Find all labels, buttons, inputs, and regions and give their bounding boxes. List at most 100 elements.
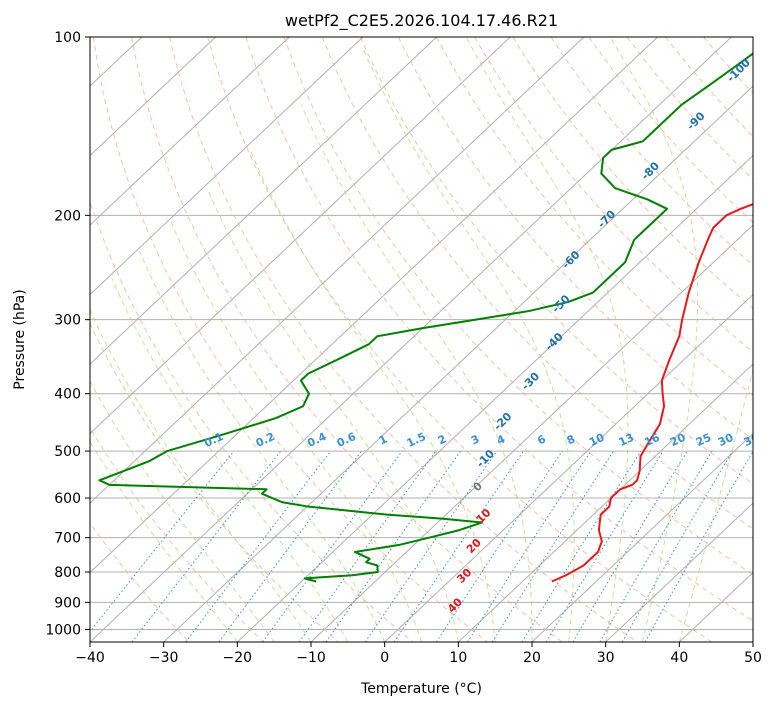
- mixing-ratio-line: [298, 450, 437, 642]
- dry-adiabat-label: -100: [724, 56, 753, 85]
- isotherm-gridline: [90, 37, 290, 226]
- dry-adiabat-label: -70: [595, 207, 618, 230]
- y-tick-label: 1000: [45, 622, 81, 638]
- mixing-ratio-line: [90, 450, 235, 633]
- mixing-ratio-label: 4: [495, 432, 508, 447]
- dry-adiabat: [359, 37, 753, 485]
- dry-adiabat: [90, 522, 190, 642]
- mixing-ratio-line: [599, 450, 713, 642]
- moist-adiabat: [170, 221, 422, 642]
- mixing-ratio-line: [621, 450, 733, 642]
- dry-adiabat: [90, 200, 414, 642]
- mixing-ratio-line: [262, 450, 403, 642]
- y-axis-label: Pressure (hPa): [12, 289, 28, 389]
- isotherm-gridline: [90, 37, 216, 157]
- isotherm-gridline: [531, 432, 753, 642]
- mixing-ratio-line: [325, 450, 462, 642]
- dry-adiabat: [436, 37, 753, 396]
- x-tick-label: 0: [380, 650, 389, 666]
- mixing-ratio-label: 1.5: [405, 430, 428, 450]
- y-tick-label: 400: [54, 387, 81, 403]
- dry-adiabat: [207, 37, 713, 642]
- dry-adiabat-label: 0: [470, 479, 485, 494]
- moist-adiabat: [249, 149, 496, 642]
- isotherm-gridline: [90, 37, 658, 574]
- x-tick-label: 40: [670, 650, 688, 666]
- isotherm-gridline: [605, 502, 753, 642]
- moist-adiabat: [609, 37, 699, 642]
- mixing-ratio-label: 6: [535, 432, 548, 447]
- dry-adiabat: [90, 322, 339, 642]
- mixing-ratio-line: [491, 450, 615, 642]
- isotherm-gridline: [90, 37, 511, 435]
- mixing-ratio-line: [521, 450, 642, 642]
- mixing-ratio-label: 3: [469, 432, 481, 447]
- mixing-ratio-label: 13: [617, 431, 636, 449]
- mixing-ratio-label: 25: [694, 431, 713, 449]
- moist-adiabat: [300, 104, 533, 642]
- dry-adiabat-label: -40: [543, 330, 566, 353]
- y-tick-label: 700: [54, 531, 81, 547]
- dry-adiabat: [90, 426, 264, 642]
- grid-lines: [0, 37, 753, 642]
- mixing-ratio-line: [393, 450, 524, 642]
- dry-adiabat: [588, 37, 753, 223]
- mixing-ratio-line: [435, 450, 563, 642]
- dry-adiabat: [550, 37, 753, 266]
- y-tick-label: 200: [54, 208, 81, 224]
- moist-adiabat: [139, 251, 386, 642]
- x-axis-ticks: −40 −30 −20 −10 0 10 20 30 40 50: [75, 642, 762, 666]
- x-tick-label: 10: [449, 650, 467, 666]
- temperature-profile-line: [551, 203, 753, 583]
- chart-title: wetPf2_C2E5.2026.104.17.46.R21: [285, 11, 558, 31]
- moist-adiabat: [90, 440, 238, 642]
- moist-adiabat: [363, 49, 575, 642]
- mixing-ratio-label: 0.6: [335, 430, 358, 450]
- plot-frame: [89, 36, 754, 643]
- x-tick-label: −40: [75, 650, 105, 666]
- x-tick-label: 50: [744, 650, 762, 666]
- isotherm-gridline: [90, 37, 732, 642]
- mixing-ratio-line: [131, 450, 282, 642]
- isotherm-gridline: [90, 37, 364, 296]
- mixing-ratio-line: [545, 450, 664, 642]
- dewpoint-profile-line: [98, 52, 753, 583]
- background-reference-lines: [90, 37, 753, 642]
- mixing-ratio-line: [644, 450, 753, 642]
- y-tick-label: 300: [54, 313, 81, 329]
- mixing-ratio-line: [218, 450, 362, 642]
- mixing-ratio-label: 30: [716, 431, 736, 449]
- dry-adiabat-label: -20: [491, 410, 514, 433]
- mixing-ratio-label: 8: [565, 432, 577, 447]
- mixing-ratio-line: [364, 450, 498, 642]
- x-tick-label: 30: [597, 650, 615, 666]
- isotherm-gridline: [457, 363, 753, 642]
- mixing-ratio-label: 0.4: [305, 430, 328, 450]
- y-axis-ticks: 100 200 300 400 500 600 700 800 900 1000: [45, 30, 90, 638]
- dry-adiabat: [283, 37, 753, 576]
- isotherm-gridline: [0, 37, 68, 642]
- y-tick-label: 600: [54, 491, 81, 507]
- isotherm-gridline: [384, 293, 753, 642]
- moist-adiabat: [90, 380, 275, 642]
- mixing-ratio-label: 0.2: [254, 430, 277, 450]
- isotherm-gridline: [90, 37, 437, 365]
- isotherm-gridline: [752, 641, 753, 642]
- dry-adiabat-label: -50: [549, 292, 572, 315]
- moist-adiabat: [111, 277, 349, 642]
- dry-adiabat: [664, 37, 753, 138]
- isotherm-gridline: [90, 37, 585, 504]
- y-tick-label: 900: [54, 595, 81, 611]
- x-tick-label: 20: [523, 650, 541, 666]
- dry-adiabat-label: 30: [454, 566, 474, 586]
- y-tick-label: 500: [54, 444, 81, 460]
- profile-series: [98, 52, 753, 583]
- mixing-ratio-label: 16: [642, 431, 662, 449]
- moist-adiabat: [90, 309, 312, 642]
- dry-adiabat: [169, 37, 638, 642]
- dry-adiabat-label: 40: [445, 595, 465, 615]
- mixing-ratio-label: 1: [377, 432, 389, 447]
- dry-adiabat-label: -60: [559, 248, 582, 271]
- x-tick-label: −10: [296, 650, 326, 666]
